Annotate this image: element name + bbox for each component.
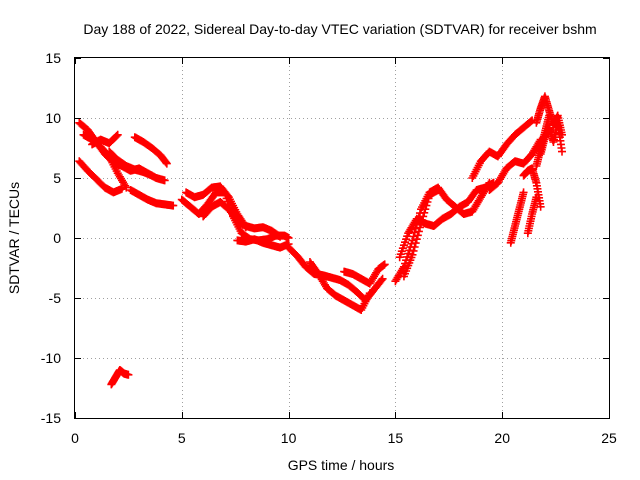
y-axis-label: SDTVAR / TECUs [6, 182, 22, 294]
x-tick-label: 5 [178, 430, 186, 446]
grid-lines [75, 58, 609, 418]
series-track-2 [75, 157, 126, 197]
data-point [169, 201, 178, 210]
data-point [423, 198, 432, 206]
data-point [365, 289, 374, 298]
y-tick-label: -10 [41, 350, 61, 366]
data-point [558, 147, 567, 156]
series-track-19 [468, 116, 537, 182]
x-axis-label: GPS time / hours [288, 457, 395, 473]
data-point [162, 159, 171, 168]
series-track-6 [130, 133, 171, 168]
data-point [112, 131, 121, 140]
series-track-8 [107, 366, 133, 389]
data-point [421, 205, 430, 214]
series-track-11 [199, 198, 285, 241]
x-tick-label: 20 [494, 430, 510, 446]
data-point [408, 250, 417, 259]
data-point [418, 216, 427, 224]
data-point [162, 158, 171, 167]
series-track-15 [340, 260, 389, 288]
data-point [409, 246, 418, 255]
plot-frame [74, 57, 610, 419]
data-point [147, 171, 156, 180]
data-point [377, 276, 386, 285]
data-point [419, 212, 428, 221]
series-track-5 [105, 147, 156, 180]
data-point [532, 193, 541, 202]
series-track-23 [523, 193, 541, 238]
series-track-18 [399, 186, 443, 281]
x-tick-label: 25 [601, 430, 617, 446]
data-point [414, 227, 423, 236]
data-point [420, 208, 429, 217]
data-point [380, 260, 389, 269]
data-point [422, 201, 431, 210]
y-tick-label: 0 [53, 230, 61, 246]
series-track-21 [506, 188, 528, 247]
data-point [122, 183, 131, 192]
data-point [417, 219, 426, 228]
series-track-4 [88, 130, 122, 149]
data-point [410, 243, 419, 251]
axis-ticks [75, 58, 610, 419]
data-point [160, 176, 169, 185]
series-track-12 [233, 235, 293, 252]
data-point [519, 188, 528, 197]
data-point [412, 235, 421, 244]
x-tick-label: 10 [281, 430, 297, 446]
y-tick-label: 10 [45, 110, 61, 126]
data-point [276, 232, 285, 241]
series-track-17 [395, 178, 498, 262]
y-tick-label: 5 [53, 170, 61, 186]
tick-labels: 0 5 10 15 20 25 -15 -10 -5 0 5 10 15 [41, 50, 617, 446]
data-points [75, 92, 567, 389]
data-point [113, 130, 122, 139]
series-track-14 [305, 258, 374, 314]
y-tick-label: -5 [49, 290, 62, 306]
data-point [124, 370, 133, 379]
chart-title: Day 188 of 2022, Sidereal Day-to-day VTE… [83, 21, 596, 37]
x-tick-label: 0 [71, 430, 79, 446]
series-track-7 [126, 186, 178, 210]
y-tick-label: -15 [41, 410, 61, 426]
series-track-26 [532, 111, 554, 170]
y-tick-label: 15 [45, 50, 61, 66]
data-point [121, 181, 130, 190]
data-point [424, 194, 433, 203]
x-tick-label: 15 [388, 430, 404, 446]
data-point [545, 111, 554, 120]
data-point [413, 231, 422, 240]
data-point [411, 239, 420, 248]
data-point [434, 186, 443, 194]
data-point [415, 223, 424, 232]
data-point [536, 202, 545, 211]
data-point [378, 274, 387, 283]
